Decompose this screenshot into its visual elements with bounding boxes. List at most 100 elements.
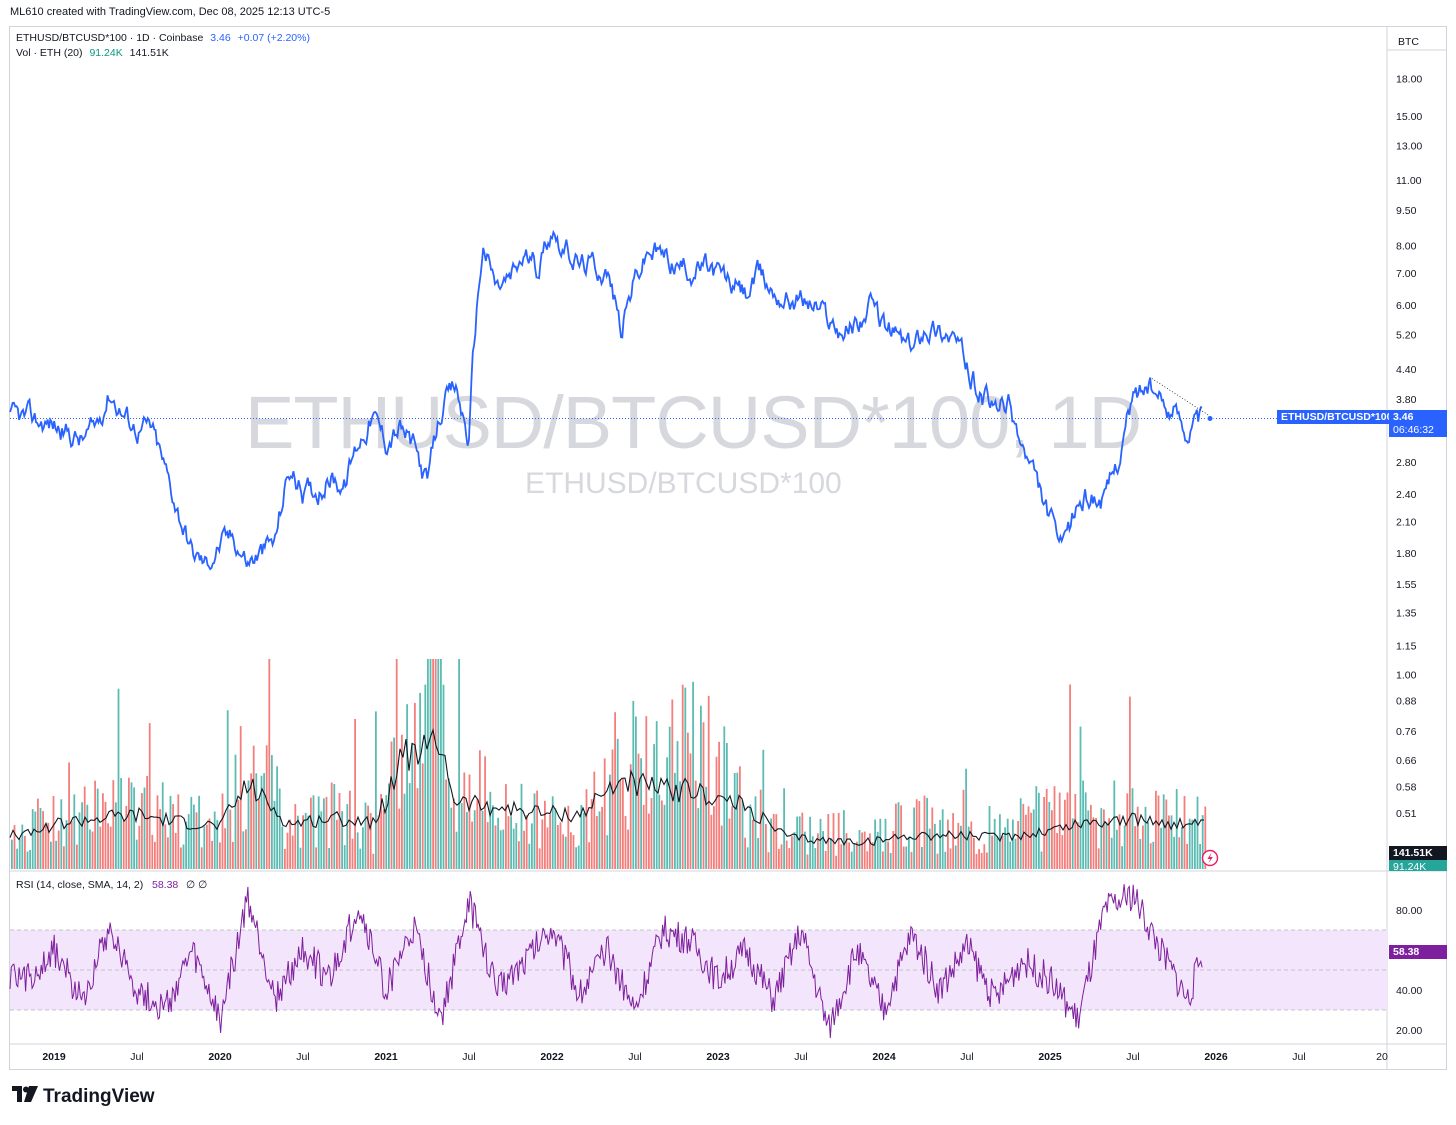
volume-bar [213, 811, 216, 869]
volume-bar [1134, 826, 1136, 869]
volume-bar [983, 844, 986, 869]
volume-bar [804, 831, 806, 869]
volume-bar [793, 832, 796, 869]
volume-bar [60, 799, 63, 869]
volume-bar [632, 700, 635, 869]
volume-bar [949, 848, 952, 869]
volume-bar [770, 818, 772, 869]
volume-bar [271, 755, 273, 869]
volume-bar [432, 659, 434, 869]
volume-ma-value: 91.24K [89, 47, 123, 59]
volume-bar [172, 804, 174, 869]
volume-bar [460, 803, 463, 869]
volume-bar [406, 704, 408, 869]
volume-bar [154, 841, 156, 869]
volume-bar [741, 800, 744, 869]
volume-bar [507, 816, 510, 869]
volume-bar [195, 812, 198, 869]
volume-bar [921, 847, 923, 869]
volume-bar [1178, 837, 1181, 869]
volume-bar [861, 832, 863, 869]
rsi-line[interactable] [9, 884, 1203, 1039]
volume-bar [801, 812, 804, 869]
volume-bar [749, 804, 752, 869]
volume-bar [499, 830, 502, 869]
volume-bar [596, 816, 598, 869]
volume-bar [697, 808, 700, 869]
volume-legend[interactable]: Vol · ETH (20) 91.24K 141.51K [16, 47, 173, 59]
volume-bar [133, 787, 135, 869]
volume-bar [1058, 792, 1061, 869]
volume-bar [96, 788, 99, 869]
volume-bar [538, 848, 541, 869]
volume-bar [1053, 786, 1056, 869]
volume-bar [666, 757, 668, 869]
volume-bar [445, 779, 447, 869]
volume-bar [1001, 835, 1004, 869]
volume-bar [453, 798, 455, 869]
rsi-label[interactable]: RSI (14, close, SMA, 14, 2) [16, 879, 143, 891]
volume-bar [1139, 838, 1142, 869]
time-tick-label: Jul [794, 1051, 807, 1063]
price-tick-label: 2.10 [1396, 516, 1417, 528]
volume-bar [229, 809, 232, 869]
volume-bar [840, 844, 843, 869]
volume-bar [947, 819, 949, 869]
symbol-legend[interactable]: ETHUSD/BTCUSD*100 · 1D · Coinbase 3.46 +… [16, 32, 314, 44]
volume-bar [1121, 846, 1123, 869]
volume-bar [1022, 803, 1025, 869]
volume-bar [260, 775, 263, 869]
volume-bar [869, 833, 871, 869]
volume-bar [437, 659, 440, 869]
time-tick-label: 2021 [374, 1051, 398, 1063]
volume-bar [187, 814, 190, 869]
volume-bar [11, 839, 13, 869]
volume-bar [237, 799, 239, 869]
volume-bar [81, 802, 83, 869]
volume-bar [1009, 841, 1012, 869]
volume-bar [304, 812, 307, 869]
volume-bar [393, 737, 395, 869]
volume-bar [346, 804, 349, 869]
volume-bar [107, 823, 109, 869]
volume-bar [975, 853, 978, 869]
volume-bar [785, 840, 788, 869]
price-tick-label: 1.15 [1396, 641, 1417, 653]
volume-bar [338, 793, 341, 869]
volume-bar [164, 824, 167, 869]
lightning-icon[interactable] [1201, 849, 1219, 867]
volume-bar [718, 741, 720, 869]
tradingview-brand: TradingView [43, 1086, 155, 1107]
rsi-band-layer [10, 929, 1387, 1011]
volume-bar [1032, 809, 1035, 869]
volume-bar [492, 805, 494, 869]
volume-bar [622, 778, 624, 869]
volume-bar [411, 743, 414, 869]
volume-bar [211, 840, 213, 869]
volume-bar [239, 726, 242, 869]
volume-bar [908, 836, 910, 869]
volume-bar [291, 835, 294, 869]
volume-bar [811, 836, 814, 869]
volume-bar [648, 813, 650, 869]
volume-bar [772, 813, 775, 869]
volume-bar [1196, 796, 1199, 869]
volume-bar [380, 794, 382, 869]
volume-bar [676, 741, 679, 869]
volume-bar [31, 809, 34, 869]
volume-bar [1014, 838, 1017, 869]
volume-bar [757, 838, 759, 869]
volume-bar [674, 772, 676, 869]
volume-bar [219, 842, 221, 869]
volume-bar [1084, 792, 1087, 869]
tradingview-logo[interactable]: TradingView [12, 1086, 155, 1108]
volume-bar [76, 844, 78, 869]
volume-bar [174, 832, 177, 869]
volume-bar [479, 750, 481, 869]
currency-label[interactable]: BTC [1398, 36, 1419, 48]
price-series-line[interactable] [9, 229, 1203, 571]
volume-bar [744, 837, 746, 869]
volume-bar [200, 847, 203, 869]
volume-bar [1126, 793, 1129, 869]
